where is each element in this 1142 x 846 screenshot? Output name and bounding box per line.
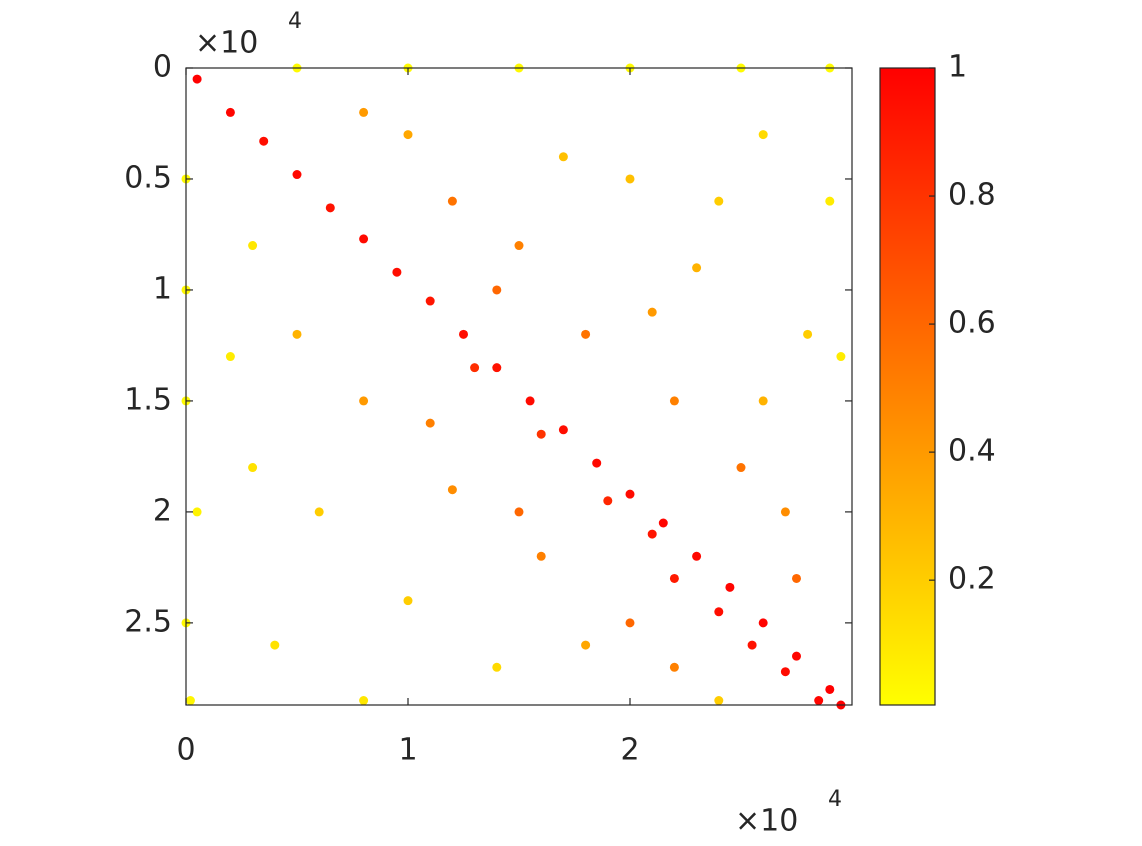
colorbar-tick-label: 1	[948, 50, 967, 85]
scatter-point	[225, 352, 235, 362]
scatter-point	[792, 573, 801, 583]
scatter-point	[359, 696, 369, 706]
y-tick-label: 1.5	[124, 382, 172, 417]
y-multiplier-exponent: 4	[288, 9, 302, 34]
scatter-point	[581, 329, 591, 339]
y-multiplier: ×10	[195, 26, 258, 61]
scatter-point	[825, 684, 835, 694]
scatter-point	[447, 196, 457, 206]
scatter-point	[192, 507, 202, 517]
scatter-point	[359, 234, 369, 244]
scatter-point	[758, 130, 768, 140]
scatter-point	[780, 507, 790, 517]
scatter-point	[669, 662, 679, 672]
scatter-point	[536, 551, 546, 561]
scatter-point	[325, 203, 335, 213]
scatter-point	[558, 425, 568, 435]
scatter-point	[359, 107, 369, 117]
scatter-point	[259, 136, 269, 146]
colorbar-tick-label: 0.8	[948, 178, 996, 213]
scatter-point	[492, 662, 502, 672]
scatter-point	[425, 418, 435, 428]
colorbar-tick-label: 0.2	[948, 562, 996, 597]
scatter-point	[625, 174, 635, 184]
colorbar-box	[879, 67, 936, 706]
scatter-point	[425, 296, 435, 306]
scatter-point	[647, 529, 657, 539]
y-tick-label: 2.5	[124, 604, 172, 639]
y-tick-label: 0.5	[124, 160, 172, 195]
scatter-point	[292, 329, 302, 339]
scatter-point	[647, 307, 657, 317]
scatter-point	[470, 363, 480, 373]
scatter-point	[492, 285, 502, 295]
colorbar	[880, 68, 935, 705]
scatter-point	[736, 463, 746, 473]
scatter-point	[669, 396, 679, 406]
scatter-point	[292, 170, 302, 180]
y-tick-label: 2	[153, 493, 172, 528]
scatter-point	[536, 429, 546, 439]
scatter-point	[592, 458, 602, 468]
colorbar-tick-label: 0.4	[948, 434, 996, 469]
scatter-point	[758, 618, 768, 628]
scatter-point	[725, 582, 735, 592]
scatter-point	[803, 329, 813, 339]
scatter-point	[192, 74, 202, 84]
scatter-point	[603, 496, 613, 506]
scatter-point	[825, 196, 835, 206]
x-tick-label: 0	[176, 733, 195, 768]
scatter-point	[270, 640, 280, 650]
scatter-point	[625, 618, 635, 628]
scatter-point	[459, 329, 468, 339]
scatter-point	[403, 596, 413, 606]
scatter-point	[514, 507, 524, 517]
scatter-point	[836, 352, 846, 362]
scatter-point	[747, 640, 757, 650]
colorbar-tick-label: 0.6	[948, 306, 996, 341]
scatter-point	[714, 196, 724, 206]
scatter-point	[403, 130, 413, 140]
x-tick-label: 2	[620, 733, 639, 768]
x-multiplier: ×10	[735, 804, 798, 839]
y-tick-label: 1	[153, 271, 172, 306]
axes-box	[185, 67, 853, 706]
scatter-point	[185, 696, 195, 706]
scatter-point	[780, 667, 790, 677]
scatter-point	[447, 485, 457, 495]
x-tick-label: 1	[398, 733, 417, 768]
scatter-point	[658, 518, 668, 528]
scatter-point	[248, 463, 258, 473]
scatter-point	[248, 241, 258, 251]
scatter-points	[181, 63, 846, 710]
scatter-point	[514, 241, 524, 251]
x-multiplier-exponent: 4	[828, 787, 842, 812]
scatter-point	[492, 363, 502, 373]
scatter-point	[392, 267, 402, 277]
scatter-point	[714, 696, 724, 706]
scatter-point	[714, 607, 724, 617]
scatter-point	[814, 696, 824, 706]
scatter-point	[525, 396, 535, 406]
scatter-point	[692, 263, 702, 273]
scatter-point	[758, 396, 768, 406]
scatter-point	[625, 489, 635, 499]
scatter-point	[314, 507, 324, 517]
scatter-point	[558, 152, 568, 162]
scatter-point	[581, 640, 591, 650]
scatter-point	[792, 651, 801, 661]
scatter-point	[692, 551, 702, 561]
scatter-point	[669, 573, 679, 583]
scatter-point	[225, 107, 235, 117]
y-tick-label: 0	[153, 50, 172, 85]
scatter-point	[359, 396, 369, 406]
